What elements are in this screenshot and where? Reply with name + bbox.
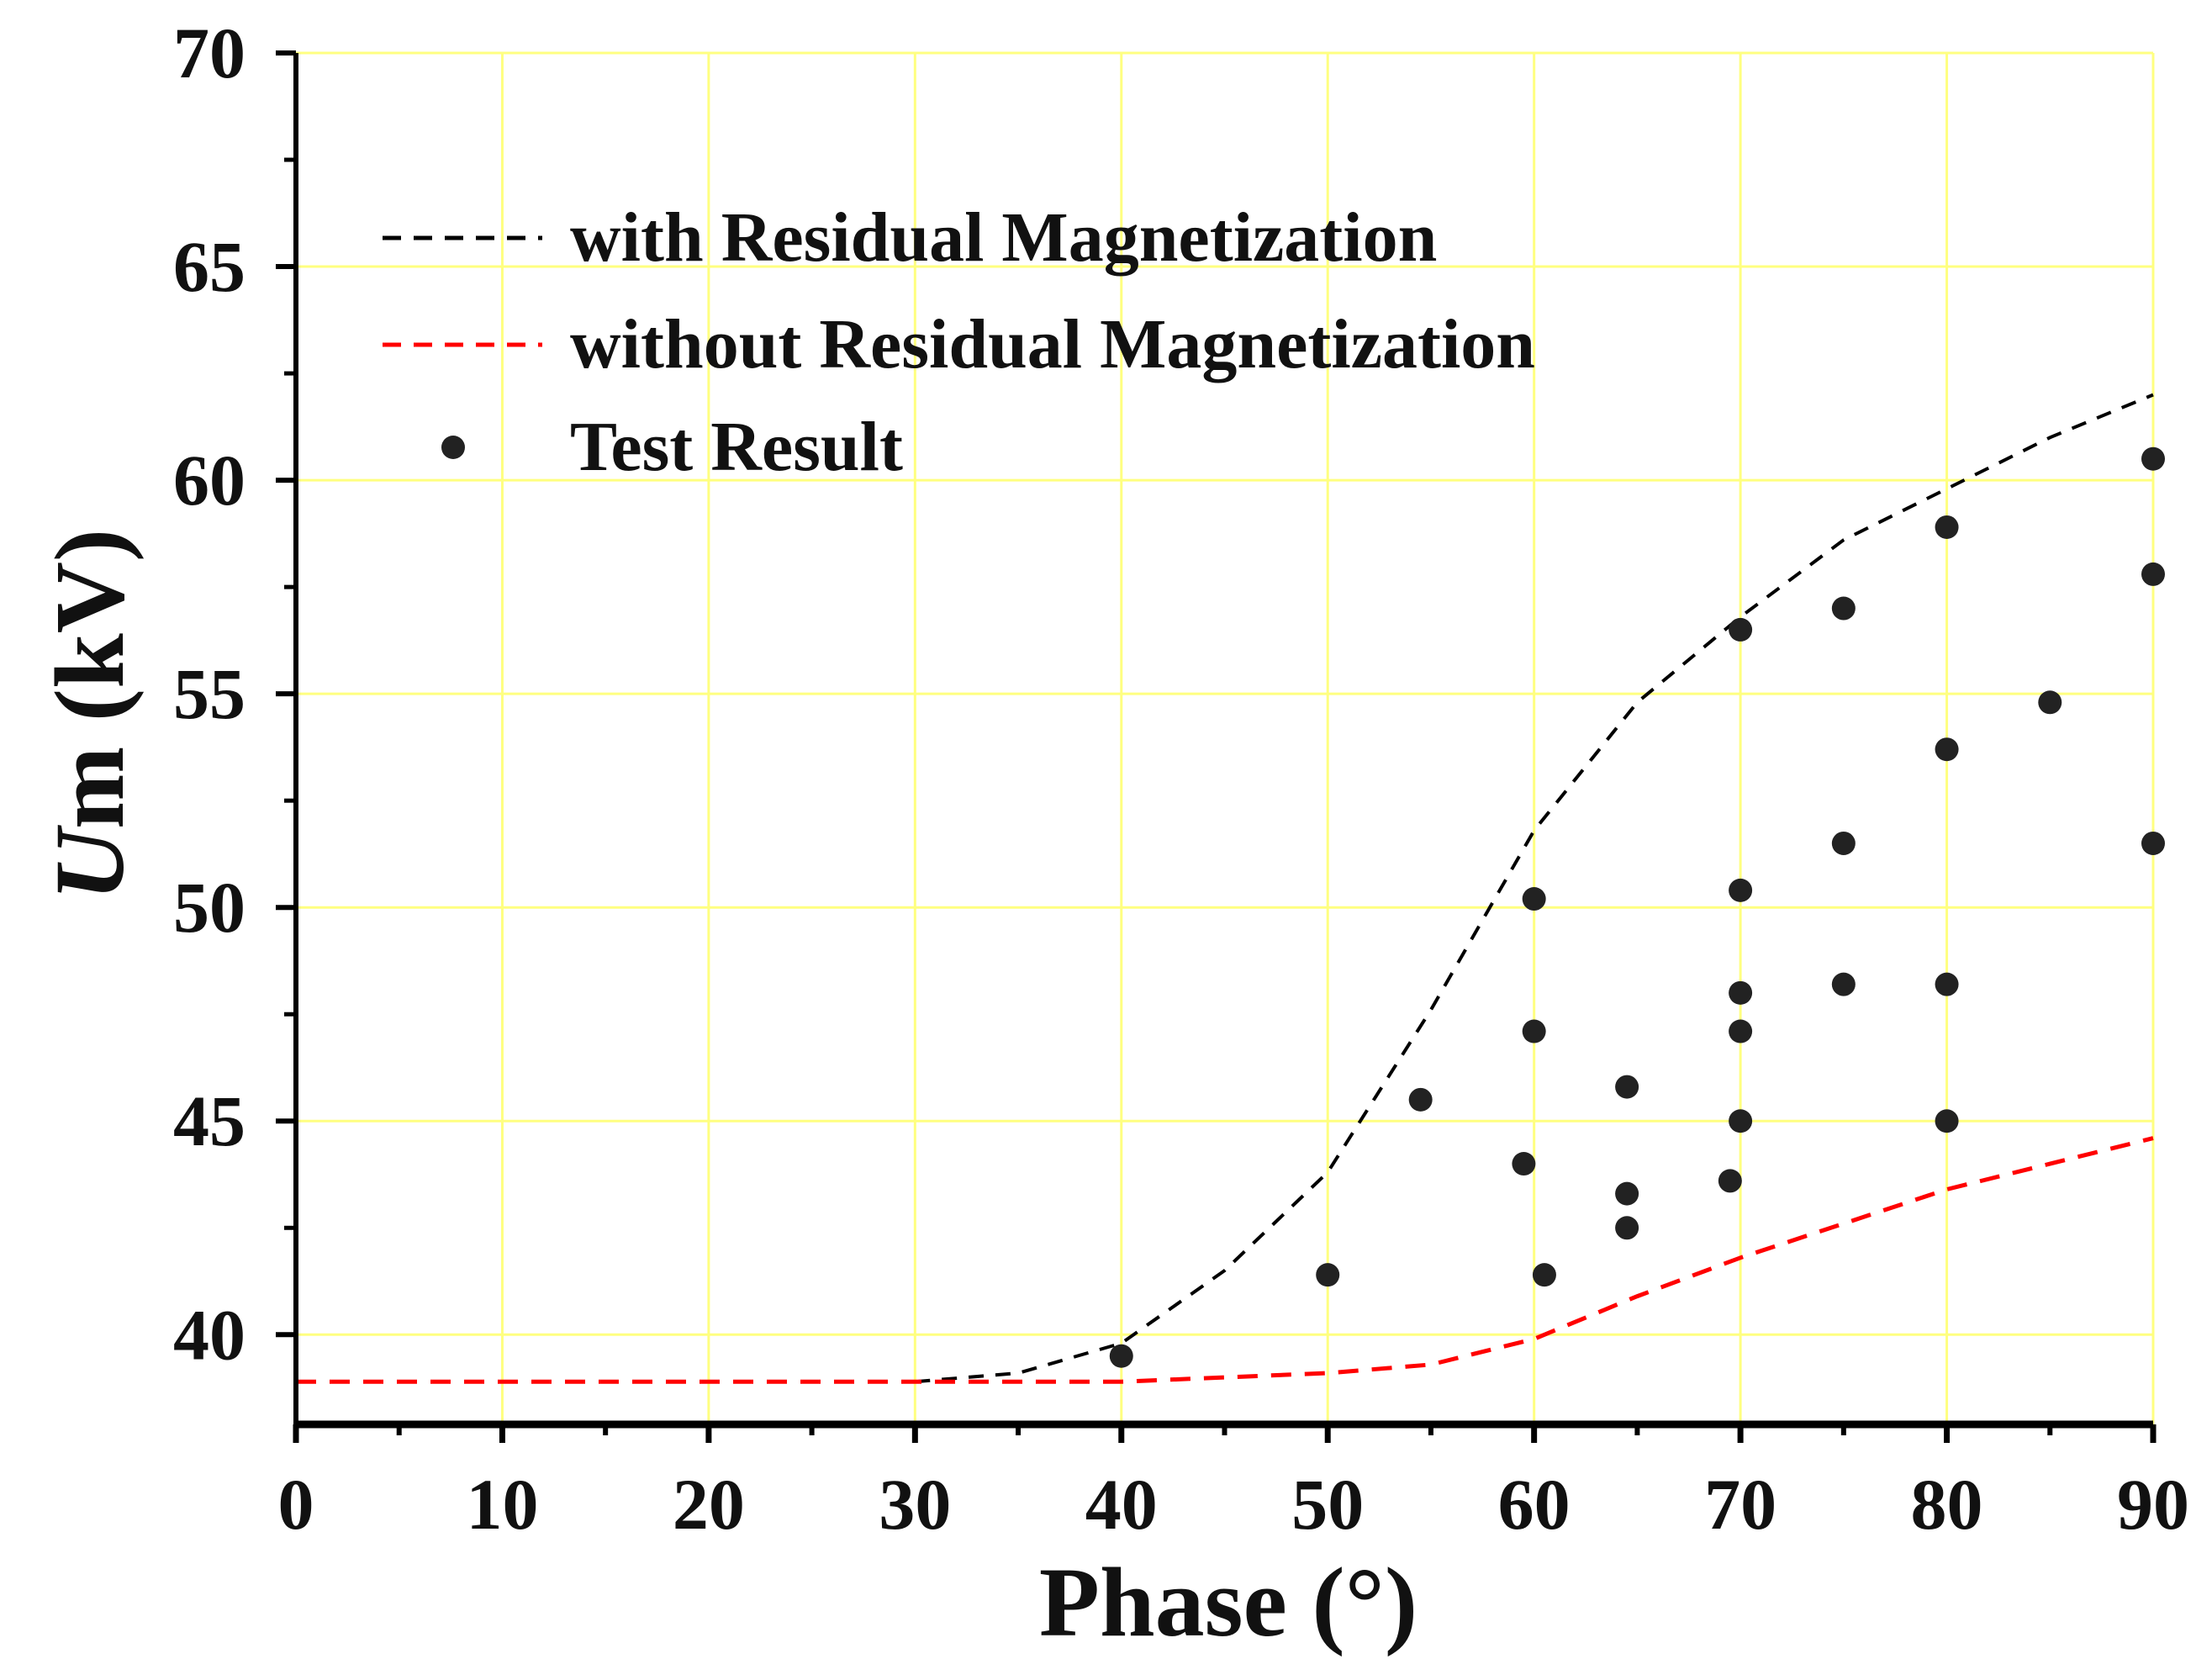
test-result-point (2038, 690, 2062, 715)
test-result-point (1935, 972, 1959, 996)
test-result-point (1935, 737, 1959, 762)
x-tick-label: 40 (1085, 1464, 1158, 1545)
x-tick-label: 0 (278, 1464, 314, 1545)
test-result-point (1729, 1019, 1753, 1043)
x-tick-label: 10 (466, 1464, 538, 1545)
legend: with Residual Magnetization without Resi… (383, 198, 1535, 486)
test-result-point (1831, 596, 1856, 621)
x-tick-label: 20 (673, 1464, 745, 1545)
y-tick-label: 50 (173, 867, 245, 948)
test-result-points (1109, 446, 2165, 1368)
test-result-point (1512, 1152, 1536, 1176)
y-axis-title: Um (kV) (34, 529, 145, 901)
y-axis-title-rest: m (kV) (34, 529, 145, 829)
test-result-point (1729, 980, 1753, 1005)
test-result-point (1831, 972, 1856, 996)
test-result-point (1316, 1263, 1340, 1287)
test-result-point (1522, 887, 1546, 911)
test-result-point (1729, 1109, 1753, 1133)
legend-swatch-test-result (441, 436, 465, 459)
test-result-point (1935, 1109, 1959, 1133)
test-result-point (1615, 1075, 1639, 1099)
y-axis-title-italic: U (34, 824, 145, 901)
legend-label-with: with Residual Magnetization (570, 198, 1437, 277)
test-result-point (2141, 446, 2165, 471)
test-result-point (1615, 1181, 1639, 1206)
y-tick-label: 60 (173, 440, 245, 520)
x-tick-label: 60 (1498, 1464, 1571, 1545)
y-tick-label: 55 (173, 653, 245, 734)
test-result-point (2141, 831, 2165, 855)
x-tick-label: 50 (1291, 1464, 1364, 1545)
grid (296, 51, 2155, 1424)
test-result-point (1522, 1019, 1546, 1043)
test-result-point (1718, 1169, 1742, 1193)
test-result-point (1729, 617, 1753, 642)
legend-label-without: without Residual Magnetization (570, 305, 1535, 383)
x-tick-label: 30 (879, 1464, 951, 1545)
test-result-point (1532, 1263, 1556, 1287)
y-tick-label: 65 (173, 226, 245, 307)
legend-label-test-result: Test Result (570, 408, 903, 486)
series-lines (296, 393, 2154, 1384)
test-result-point (1729, 878, 1753, 902)
tick-labels: 0 10 20 30 40 50 60 70 80 90 40 45 50 55 60 65 70 (173, 13, 2189, 1545)
x-tick-label: 70 (1704, 1464, 1776, 1545)
test-result-point (1408, 1087, 1433, 1112)
y-tick-label: 45 (173, 1080, 245, 1161)
test-result-point (1615, 1216, 1639, 1240)
test-result-point (1109, 1344, 1133, 1368)
series-line-without-residual-magnetization (296, 1136, 2154, 1384)
test-result-point (2141, 562, 2165, 586)
x-tick-label: 90 (2117, 1464, 2189, 1545)
test-result-point (1935, 515, 1959, 539)
x-tick-label: 80 (1911, 1464, 1983, 1545)
y-tick-label: 70 (173, 13, 245, 93)
x-axis-title: Phase (°) (1039, 1547, 1417, 1657)
test-result-point (1831, 831, 1856, 855)
axes (276, 50, 2157, 1443)
y-tick-label: 40 (173, 1294, 245, 1375)
